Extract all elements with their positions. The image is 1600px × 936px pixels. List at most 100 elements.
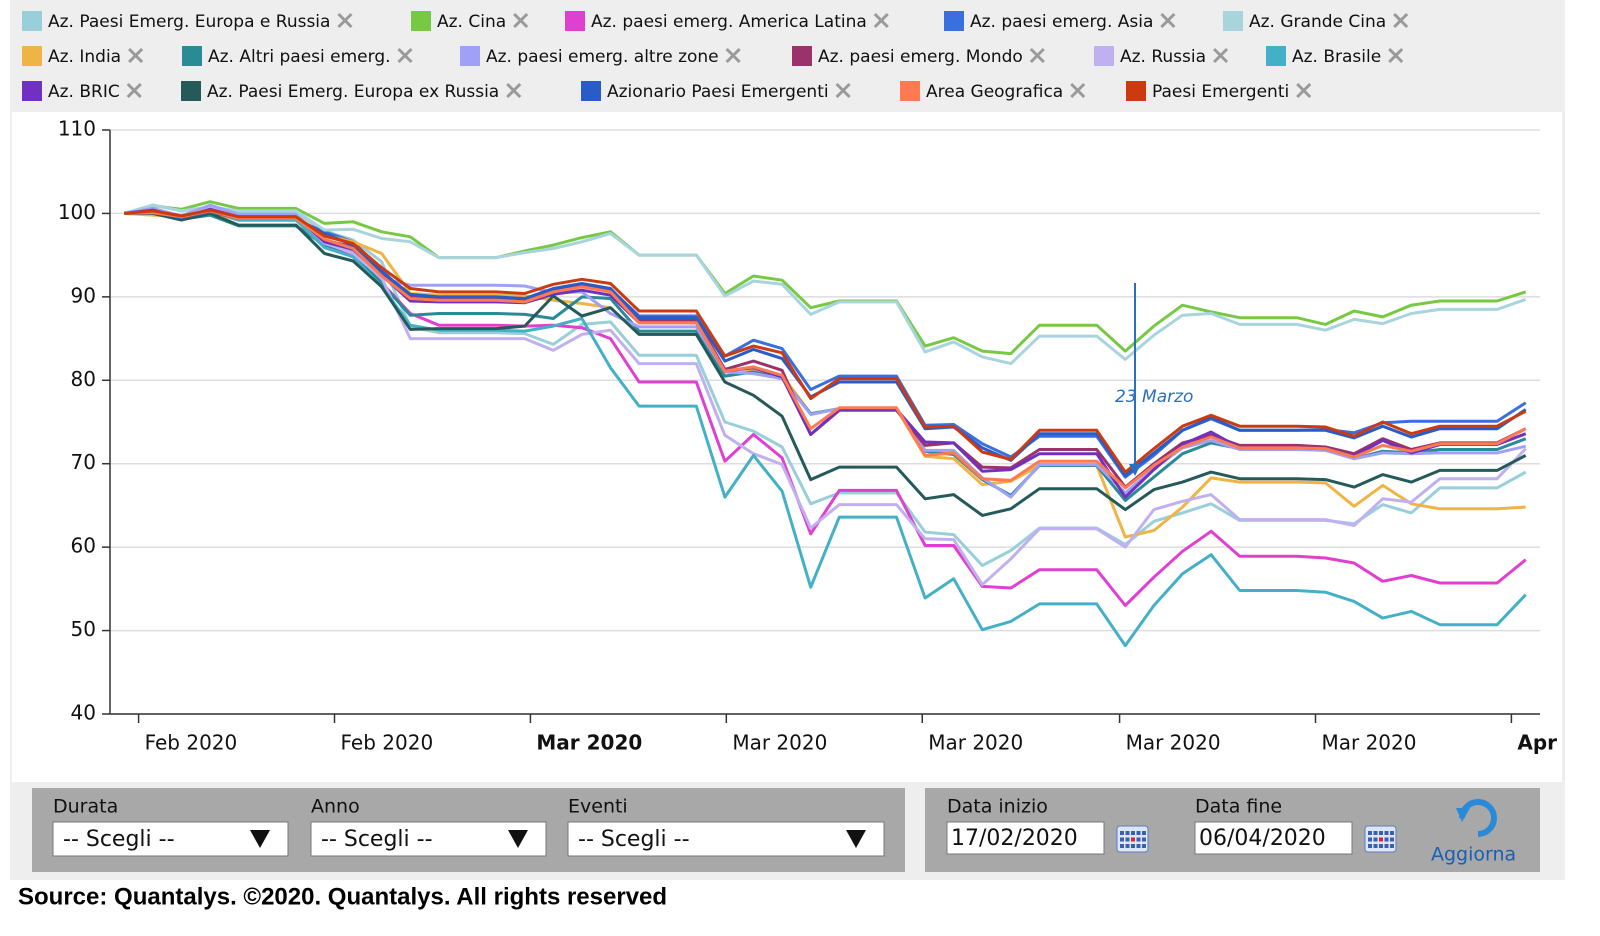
filter-label: Durata [53, 796, 118, 818]
remove-stroke [873, 12, 889, 29]
legend-label: Az. paesi emerg. Asia [970, 12, 1153, 32]
select-arrow [508, 830, 528, 848]
legend-label: Az. paesi emerg. Mondo [818, 47, 1023, 67]
x-tick-label: Apr [1517, 731, 1557, 755]
y-tick-label: 100 [58, 200, 96, 224]
legend-remove[interactable] [126, 82, 142, 99]
legend-remove[interactable] [128, 47, 144, 64]
legend-label: Azionario Paesi Emergenti [607, 82, 829, 102]
filter-select[interactable]: -- Scegli -- [567, 821, 885, 857]
filter-label: Anno [311, 796, 360, 818]
calendar-cell [1142, 837, 1146, 842]
legend-item[interactable]: Az. paesi emerg. Mondo [792, 46, 1045, 67]
remove-stroke [1029, 47, 1045, 64]
calendar-cell [1125, 837, 1130, 842]
legend-swatch [1094, 46, 1114, 66]
calendar-icon[interactable] [1364, 825, 1397, 853]
legend-item[interactable]: Az. India [22, 46, 144, 67]
calendar-icon[interactable] [1116, 825, 1149, 853]
legend-item[interactable]: Az. paesi emerg. America Latina [565, 11, 889, 32]
remove-stroke [128, 47, 144, 64]
refresh-icon[interactable] [1456, 799, 1497, 837]
legend-item[interactable]: Area Geografica [900, 81, 1086, 102]
remove-stroke [1296, 82, 1312, 99]
legend-swatch [1266, 46, 1286, 66]
annotation-text: 23 Marzo [1115, 387, 1193, 407]
select-arrow [846, 830, 866, 848]
legend-remove[interactable] [1160, 12, 1176, 29]
remove-stroke [397, 47, 413, 64]
filter-select[interactable]: -- Scegli -- [52, 821, 289, 857]
legend-item[interactable]: Az. BRIC [22, 81, 142, 102]
y-tick-label: 40 [71, 701, 96, 725]
legend-remove[interactable] [397, 47, 413, 64]
legend-remove[interactable] [1212, 47, 1229, 64]
calendar-cell [1384, 837, 1389, 842]
legend-item[interactable]: Az. Paesi Emerg. Europa ex Russia [181, 81, 522, 102]
legend-item[interactable]: Az. Grande Cina [1223, 11, 1409, 32]
calendar-cell [1390, 831, 1394, 835]
legend-remove[interactable] [1070, 82, 1086, 99]
legend-remove[interactable] [337, 12, 353, 29]
legend-item[interactable]: Az. Cina [411, 11, 529, 32]
legend-item[interactable]: Azionario Paesi Emergenti [581, 81, 851, 102]
legend-label: Az. paesi emerg. altre zone [486, 47, 719, 67]
calendar-cell [1390, 844, 1394, 848]
legend-remove[interactable] [513, 12, 529, 29]
legend-item[interactable]: Az. Altri paesi emerg. [182, 46, 413, 67]
filter-label: Eventi [568, 796, 628, 818]
legend-item[interactable]: Paesi Emergenti [1126, 81, 1312, 102]
y-tick-label: 50 [71, 617, 96, 641]
legend-item[interactable]: Az. paesi emerg. altre zone [460, 46, 741, 67]
calendar-cell [1142, 831, 1146, 835]
legend-remove[interactable] [1388, 47, 1404, 64]
input-value: 06/04/2020 [1199, 826, 1326, 851]
calendar-cell [1379, 844, 1383, 848]
x-tick-label: Mar 2020 [732, 731, 827, 755]
legend-label: Area Geografica [926, 82, 1063, 102]
legend-item[interactable]: Az. Brasile [1266, 46, 1404, 67]
calendar-cell [1142, 844, 1146, 848]
calendar-cell [1373, 844, 1378, 848]
annotation-arrow-head [1129, 464, 1141, 476]
legend-item[interactable]: Az. Russia [1094, 46, 1229, 67]
legend-item[interactable]: Az. Paesi Emerg. Europa e Russia [22, 11, 353, 32]
y-tick-label: 80 [71, 367, 96, 391]
update-button[interactable]: Aggiorna [1431, 844, 1516, 866]
input-value: 17/02/2020 [951, 826, 1078, 851]
legend-swatch [22, 46, 42, 66]
legend-remove[interactable] [1296, 82, 1312, 99]
legend-swatch [565, 11, 585, 31]
legend-label: Az. paesi emerg. America Latina [591, 12, 867, 32]
legend-label: Az. Russia [1120, 47, 1206, 67]
date-input[interactable]: 17/02/2020 [946, 821, 1105, 855]
calendar-cell [1120, 831, 1124, 835]
legend-remove[interactable] [506, 82, 522, 99]
remove-stroke [1212, 47, 1229, 64]
date-input[interactable]: 06/04/2020 [1194, 821, 1353, 855]
select-box [567, 821, 885, 857]
legend: Az. Paesi Emerg. Europa e Russia Az. Cina… [22, 11, 1409, 102]
legend-swatch [1223, 11, 1243, 31]
remove-stroke [1070, 82, 1086, 99]
legend-label: Az. India [48, 47, 121, 67]
calendar-cell [1390, 837, 1394, 842]
legend-remove[interactable] [1393, 12, 1409, 29]
legend-label: Az. Brasile [1292, 47, 1381, 67]
calendar-cell [1131, 831, 1135, 835]
calendar-cell [1125, 831, 1130, 835]
calendar-cell [1136, 831, 1141, 835]
legend-swatch [581, 81, 601, 101]
legend-remove[interactable] [835, 82, 851, 99]
select-value: -- Scegli -- [63, 827, 175, 852]
controls: Durata -- Scegli -- Anno -- Scegli -- Eventi… [52, 796, 1397, 857]
legend-label: Az. Paesi Emerg. Europa ex Russia [207, 82, 499, 102]
legend-remove[interactable] [873, 12, 889, 29]
legend-remove[interactable] [725, 47, 741, 64]
legend-item[interactable]: Az. paesi emerg. Asia [944, 11, 1176, 32]
filter-select[interactable]: -- Scegli -- [310, 821, 547, 857]
grid: 40 50 60 70 80 90 100 110 Feb 2020 Feb 2020 Mar 20… [58, 117, 1557, 755]
legend-remove[interactable] [1029, 47, 1045, 64]
x-tick-label: Mar 2020 [1321, 731, 1416, 755]
